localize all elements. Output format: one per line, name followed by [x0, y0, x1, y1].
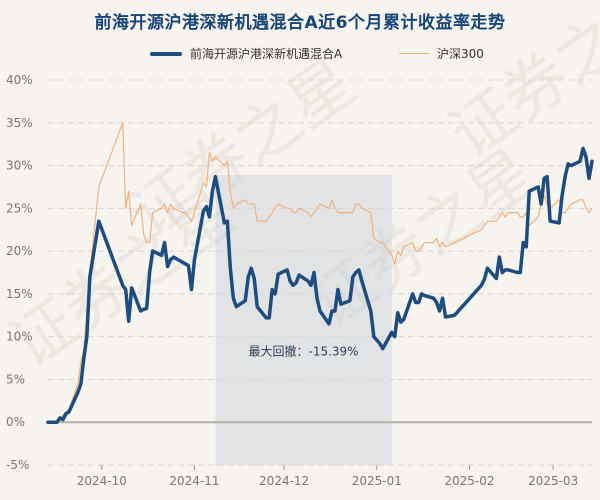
legend: 前海开源沪港深新机遇混合A 沪深300	[0, 45, 600, 63]
series-line-index	[47, 122, 593, 423]
y-tick-label: 0%	[6, 415, 25, 429]
y-tick-label: -5%	[6, 458, 29, 472]
y-tick-label: 40%	[6, 73, 33, 87]
legend-swatch-fund	[150, 51, 182, 56]
legend-item-fund: 前海开源沪港深新机遇混合A	[150, 45, 342, 62]
legend-label-index: 沪深300	[437, 47, 484, 61]
y-tick-label: 15%	[6, 287, 33, 301]
x-tick-label: 2024-10	[77, 474, 127, 488]
legend-item-index: 沪深300	[399, 45, 484, 62]
y-tick-label: 10%	[6, 330, 33, 344]
y-tick-label: 5%	[6, 372, 25, 386]
max-drawdown-label: 最大回撤：-15.39%	[249, 343, 359, 358]
watermark-text: 证券之星	[437, 0, 600, 173]
x-tick-label: 2025-01	[352, 474, 402, 488]
x-tick-label: 2025-03	[528, 474, 578, 488]
x-tick-label: 2024-11	[169, 474, 219, 488]
legend-swatch-index	[399, 53, 429, 54]
y-tick-label: 30%	[6, 159, 33, 173]
y-tick-label: 25%	[6, 201, 33, 215]
x-tick-label: 2025-02	[444, 474, 494, 488]
series-line-fund	[46, 146, 594, 424]
drawdown-band	[215, 175, 392, 465]
chart-title: 前海开源沪港深新机遇混合A近6个月累计收益率走势	[94, 13, 506, 33]
y-tick-label: 35%	[6, 116, 33, 130]
x-tick-label: 2024-12	[259, 474, 309, 488]
legend-label-fund: 前海开源沪港深新机遇混合A	[190, 47, 343, 61]
y-tick-label: 20%	[6, 244, 33, 258]
